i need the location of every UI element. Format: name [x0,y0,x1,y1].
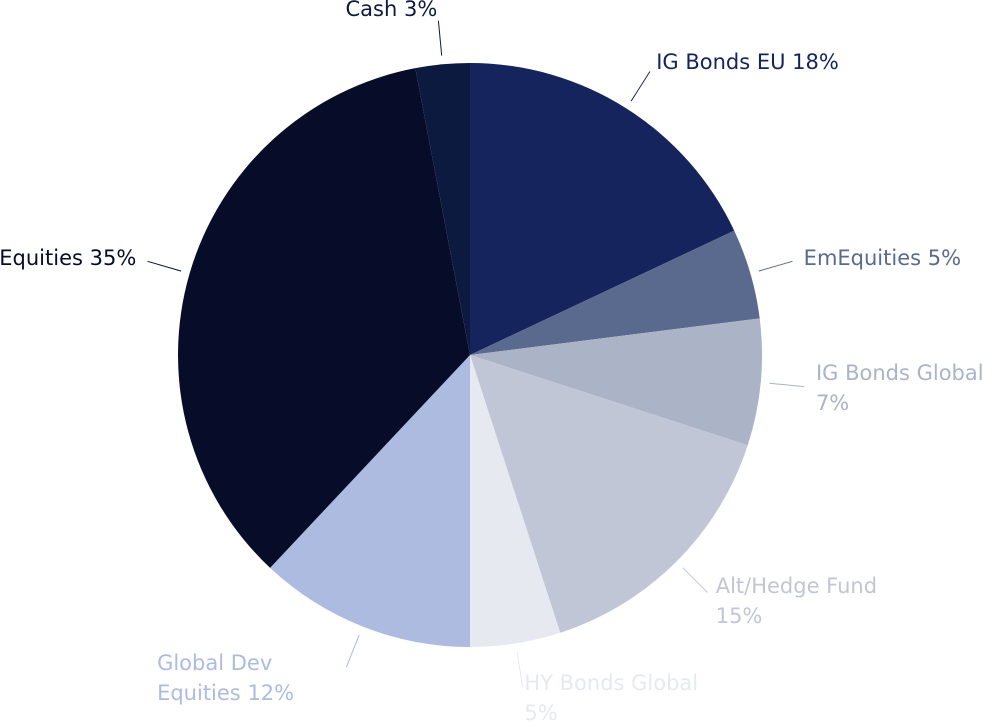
value-label: 18% [792,49,839,74]
category-label: IG Bonds Global [815,360,984,385]
slice-label: IG Bonds Global 7% [816,358,999,418]
category-label: Cash [345,0,398,22]
value-label: 7% [815,390,850,415]
slice-label: HY Bonds Global 5% [524,668,709,727]
value-label: 15% [715,603,763,628]
leader-line [147,260,182,272]
slice-label: EmEquities 5% [804,243,961,273]
slice-label: IG Bonds EU 18% [656,47,839,77]
value-label: 12% [247,681,295,706]
pie-slice [415,63,470,355]
value-label: 3% [403,0,438,22]
pie-slice [470,355,748,633]
value-label: 35% [89,246,137,271]
leader-line [769,382,805,388]
slice-label: Cash 3% [345,0,437,24]
category-label: IG Bonds EU [656,49,786,74]
pie-slice [470,318,762,446]
value-label: 5% [927,246,962,271]
pie-slice [470,355,561,647]
category-label: EmEquities [803,246,922,271]
pie-slice [177,68,470,568]
slice-label: Global Dev Equities 12% [157,648,342,708]
pie-slice [470,230,760,355]
category-label: EU Equities [0,246,83,271]
leader-line [630,71,651,102]
leader-line [345,634,360,668]
leader-line [758,260,793,272]
pie-slice [270,355,470,647]
slice-label: EU Equities 35% [0,243,136,273]
category-label: HY Bonds Global [524,671,699,696]
leader-line [516,651,524,687]
pie-slice [470,63,735,355]
category-label: Global Dev Equities [157,651,273,706]
slice-label: Alt/Hedge Fund 15% [716,571,901,631]
category-label: Alt/Hedge Fund [715,573,878,598]
leader-line [437,20,443,56]
value-label: 5% [524,701,558,726]
leader-line [682,567,708,593]
